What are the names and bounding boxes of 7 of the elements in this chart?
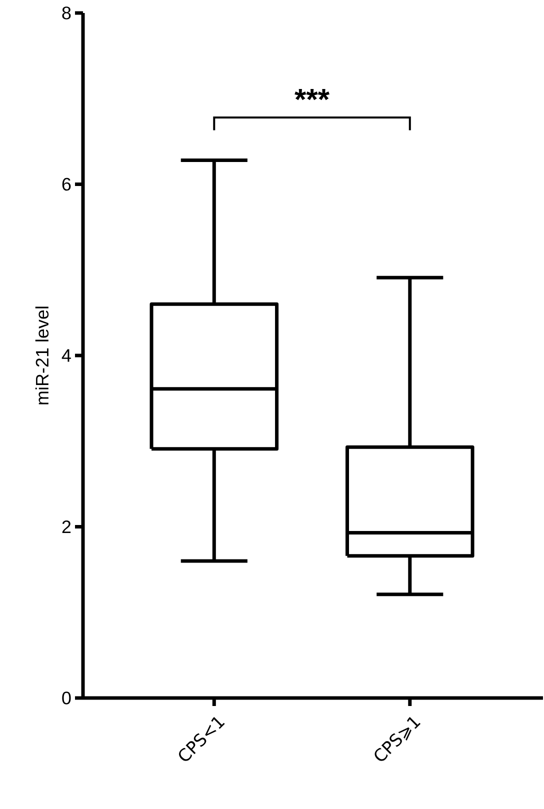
annotation: *** bbox=[294, 89, 330, 100]
y-tick-label: 6 bbox=[62, 178, 71, 191]
y-tick-label: 4 bbox=[62, 349, 71, 362]
y-axis-title: miR-21 level bbox=[35, 306, 49, 404]
y-tick-label: 0 bbox=[62, 692, 71, 704]
y-tick-label: 2 bbox=[62, 520, 71, 534]
y-tick-label: 8 bbox=[62, 6, 71, 20]
